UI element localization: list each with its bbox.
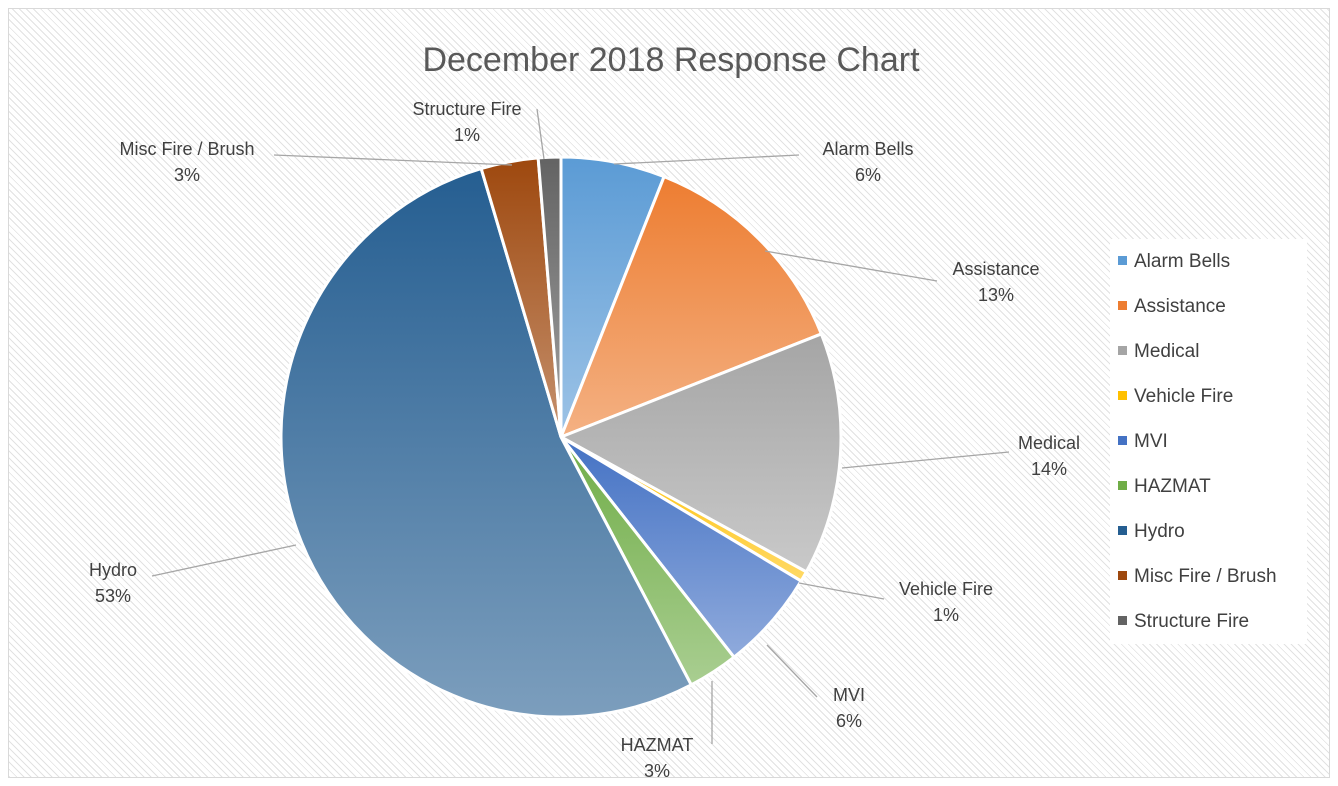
legend-swatch-hazmat [1118,481,1127,490]
data-label-category-structure-fire: Structure Fire [412,99,521,119]
legend-label-mvi: MVI [1134,431,1168,452]
leader-line-medical [841,451,1010,469]
pie-slice-structure-fire [536,155,563,438]
legend-label-vehicle-fire: Vehicle Fire [1134,386,1233,407]
leader-line-misc-fire-brush [273,154,513,166]
data-label-percent-misc-fire-brush: 3% [174,165,200,185]
data-label-category-alarm-bells: Alarm Bells [822,139,913,159]
legend-label-alarm-bells: Alarm Bells [1134,251,1230,272]
data-label-percent-hazmat: 3% [644,761,670,779]
legend-label-medical: Medical [1134,341,1199,362]
legend-label-misc-fire-brush: Misc Fire / Brush [1134,566,1277,587]
data-label-category-medical: Medical [1018,433,1080,453]
legend-swatch-alarm-bells [1118,256,1127,265]
leader-line-hydro [151,544,297,577]
legend-label-assistance: Assistance [1134,296,1226,317]
data-label-category-vehicle-fire: Vehicle Fire [899,579,993,599]
data-label-percent-vehicle-fire: 1% [933,605,959,625]
leader-line-structure-fire [536,108,545,160]
pie-chart: December 2018 Response Chart Alarm Bells… [89,41,1307,779]
pie-slice-assistance [558,174,824,440]
legend-background [1110,239,1307,644]
legend-label-hydro: Hydro [1134,521,1185,542]
leader-lines [151,108,1010,744]
data-label-percent-assistance: 13% [978,285,1014,305]
pie-slice-hydro [279,166,694,719]
data-label-percent-structure-fire: 1% [454,125,480,145]
data-labels: Alarm Bells 6% Assistance 13% Medical 14% Vehi… [89,99,1080,779]
data-label-category-assistance: Assistance [952,259,1039,279]
legend-swatch-structure-fire [1118,616,1127,625]
data-label-percent-hydro: 53% [95,586,131,606]
legend: Alarm Bells Assistance Medical Vehicle Fire… [1110,239,1307,644]
legend-swatch-assistance [1118,301,1127,310]
legend-swatch-vehicle-fire [1118,391,1127,400]
data-label-percent-mvi: 6% [836,711,862,731]
data-label-percent-alarm-bells: 6% [855,165,881,185]
pie-slice-medical [557,331,843,574]
data-label-percent-medical: 14% [1031,459,1067,479]
chart-title: December 2018 Response Chart [422,41,920,79]
legend-swatch-mvi [1118,436,1127,445]
pie-slices [279,155,843,719]
data-label-category-hydro: Hydro [89,560,137,580]
legend-swatch-hydro [1118,526,1127,535]
leader-line-mvi [766,644,818,698]
chart-area: December 2018 Response Chart Alarm Bells… [8,8,1330,779]
legend-swatch-misc-fire-brush [1118,571,1127,580]
data-label-category-misc-fire-brush: Misc Fire / Brush [119,139,254,159]
leader-line-vehicle-fire [798,582,885,600]
legend-swatch-medical [1118,346,1127,355]
data-label-category-mvi: MVI [833,685,865,705]
legend-label-structure-fire: Structure Fire [1134,611,1249,632]
data-label-category-hazmat: HAZMAT [621,735,694,755]
leader-line-assistance [764,250,938,282]
leader-line-alarm-bells [613,154,800,165]
legend-label-hazmat: HAZMAT [1134,476,1211,497]
